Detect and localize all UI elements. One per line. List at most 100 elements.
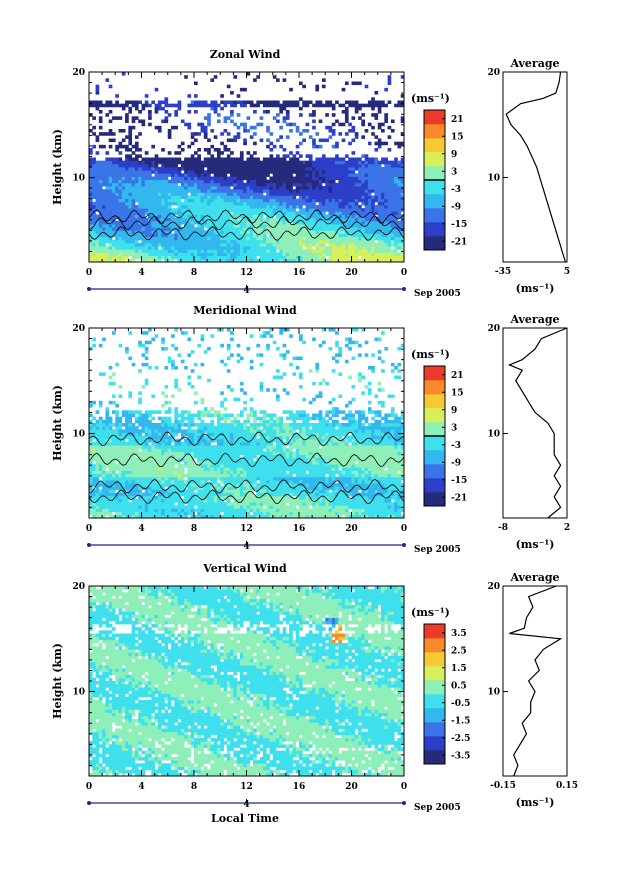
heatmap-cell [308, 249, 313, 253]
heatmap-cell [223, 148, 228, 152]
heatmap-cell [92, 246, 96, 250]
heatmap-cell [98, 492, 103, 497]
heatmap-cell [210, 163, 215, 168]
heatmap-cell [161, 511, 165, 516]
heatmap-cell [315, 87, 320, 92]
heatmap-cell [151, 435, 156, 440]
heatmap-cell [318, 258, 323, 263]
heatmap-cell [105, 252, 110, 257]
heatmap-cell [98, 467, 103, 471]
heatmap-cell [361, 214, 366, 219]
heatmap-cell [190, 476, 195, 481]
heatmap-cell [374, 170, 379, 174]
heatmap-cell [282, 173, 287, 177]
heatmap-cell [167, 208, 172, 212]
heatmap-cell [318, 198, 323, 203]
heatmap-cell [151, 179, 156, 184]
heatmap-cell [89, 426, 93, 430]
heatmap-cell [233, 176, 238, 181]
heatmap-cell [269, 236, 274, 241]
heatmap-cell [144, 249, 149, 253]
heatmap-cell [295, 144, 300, 149]
heatmap-cell [128, 201, 133, 206]
heatmap-cell [210, 167, 215, 171]
heatmap-cell [164, 173, 169, 177]
heatmap-cell [197, 426, 201, 430]
heatmap-cell [174, 182, 178, 187]
heatmap-cell [321, 78, 326, 82]
heatmap-cell [105, 407, 110, 411]
heatmap-cell [279, 176, 283, 181]
heatmap-cell [194, 423, 198, 427]
heatmap-cell [305, 224, 310, 228]
heatmap-cell [131, 163, 136, 168]
heatmap-cell [108, 470, 113, 475]
heatmap-cell [367, 205, 372, 209]
heatmap-cell [243, 182, 247, 187]
heatmap-cell [223, 258, 228, 263]
heatmap-cell [374, 217, 379, 222]
heatmap-cell [138, 154, 142, 158]
heatmap-cell [384, 233, 388, 238]
heatmap-cell [197, 505, 201, 509]
heatmap-cell [184, 423, 188, 427]
heatmap-cell [131, 249, 136, 253]
heatmap-cell [184, 179, 188, 184]
heatmap-cell [348, 205, 352, 209]
heatmap-cell [121, 480, 126, 484]
heatmap-cell [308, 170, 313, 174]
heatmap-cell [312, 249, 316, 253]
heatmap-cell [285, 227, 290, 231]
heatmap-cell [351, 208, 356, 212]
heatmap-cell [200, 246, 205, 250]
heatmap-cell [305, 258, 310, 263]
heatmap-cell [108, 227, 113, 231]
heatmap-cell [95, 217, 100, 222]
heatmap-cell [394, 176, 398, 181]
heatmap-cell [131, 217, 136, 222]
heatmap-cell [361, 176, 366, 181]
heatmap-cell [331, 208, 336, 212]
heatmap-cell [226, 163, 231, 168]
heatmap-cell [213, 179, 218, 184]
heatmap-cell [371, 163, 375, 168]
heatmap-cell [354, 252, 359, 257]
heatmap-cell [295, 243, 300, 247]
heatmap-cell [134, 514, 139, 519]
heatmap-cell [144, 239, 149, 244]
heatmap-cell [144, 347, 149, 351]
heatmap-cell [167, 505, 172, 509]
heatmap-cell [285, 236, 290, 241]
heatmap-cell [312, 224, 316, 228]
heatmap-cell [134, 154, 139, 158]
heatmap-cell [249, 135, 254, 139]
heatmap-cell [115, 442, 119, 446]
heatmap-cell [151, 211, 156, 215]
heatmap-cell [207, 195, 211, 200]
heatmap-cell [115, 94, 119, 98]
heatmap-cell [95, 508, 100, 513]
heatmap-cell [328, 176, 333, 181]
heatmap-cell [111, 173, 116, 177]
heatmap-cell [148, 116, 152, 120]
heatmap-cell [108, 464, 113, 468]
heatmap-cell [157, 211, 162, 215]
heatmap-cell [295, 227, 300, 231]
heatmap-cell [384, 243, 388, 247]
heatmap-cell [200, 448, 205, 452]
heatmap-cell [351, 163, 356, 168]
heatmap-cell [387, 81, 392, 86]
heatmap-cell [397, 214, 402, 219]
heatmap-cell [233, 100, 238, 105]
heatmap-cell [128, 148, 133, 152]
heatmap-cell [230, 110, 234, 114]
heatmap-cell [148, 160, 152, 165]
heatmap-cell [207, 170, 211, 174]
heatmap-cell [305, 220, 310, 225]
heatmap-cell [184, 442, 188, 446]
heatmap-cell [321, 173, 326, 177]
heatmap-cell [226, 192, 231, 196]
heatmap-cell [266, 239, 270, 244]
heatmap-cell [285, 192, 290, 196]
heatmap-cell [115, 116, 119, 120]
